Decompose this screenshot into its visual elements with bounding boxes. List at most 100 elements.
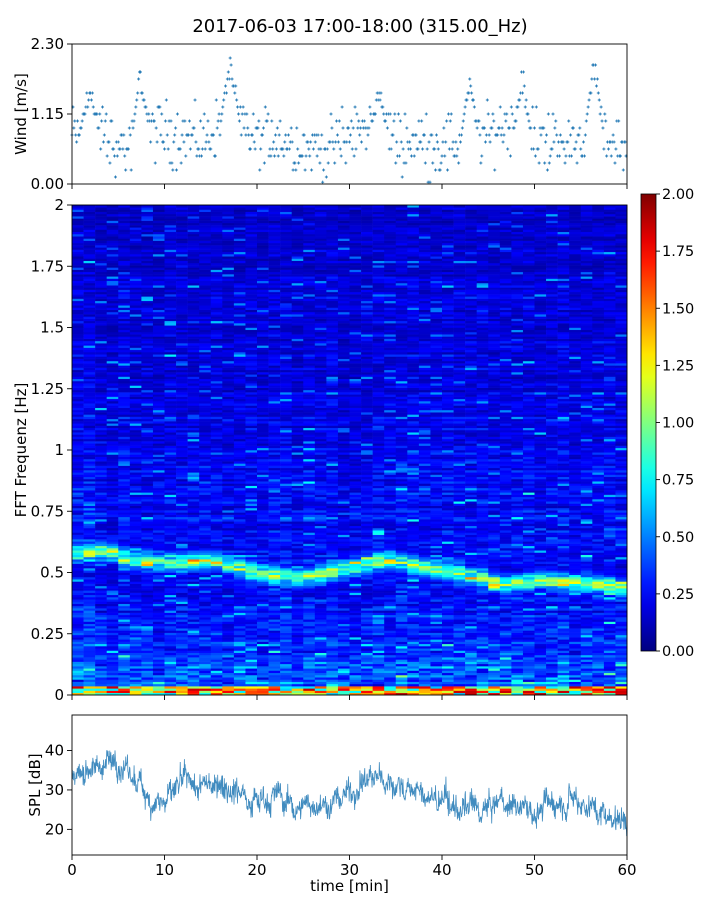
spectrogram-cell (141, 688, 154, 691)
spectrogram-cell (95, 579, 107, 582)
spectrogram-cell (222, 646, 235, 649)
spectrogram-cell (257, 599, 269, 602)
spectrogram-cell (245, 637, 258, 640)
spectrogram-cell (326, 663, 339, 667)
spectrogram-cell (210, 505, 223, 509)
spectrogram-cell (164, 617, 177, 620)
spectrogram-cell (95, 507, 107, 511)
spectrogram-cell (407, 617, 420, 620)
spectrogram-cell (176, 548, 188, 551)
spectrogram-cell (442, 581, 454, 584)
spectrogram-cell (592, 550, 605, 553)
wind-point (392, 119, 396, 123)
spectrogram-cell (303, 521, 316, 524)
wind-point (217, 112, 221, 116)
wind-point (154, 126, 158, 130)
spectrogram-cell (291, 690, 304, 694)
spectrogram-cell (164, 548, 177, 551)
spectrogram-cell (245, 672, 258, 676)
spectrogram-cell (349, 527, 362, 531)
spectrogram-cell (557, 597, 570, 600)
spectrogram-cell (557, 686, 570, 689)
spectrogram-cell (476, 527, 489, 531)
spectrogram-cell (418, 677, 431, 680)
spectrogram-cell (407, 634, 420, 638)
spectrogram-cell (222, 576, 235, 580)
spectrogram-cell (118, 659, 131, 662)
spectrogram-cell (164, 659, 177, 662)
spectrogram-cell (522, 583, 535, 587)
wind-point (101, 140, 105, 144)
spectrogram-cell (106, 521, 119, 524)
spectrogram-cell (476, 590, 489, 593)
spectrogram-cell (430, 623, 443, 627)
spectrogram-cell (361, 663, 373, 667)
spectrogram-cell (569, 599, 582, 602)
wind-point (101, 105, 105, 109)
spectrogram-cell (129, 565, 142, 569)
spectrogram-cell (268, 565, 281, 569)
spectrogram-cell (488, 686, 501, 689)
spectrogram-cell (580, 581, 593, 584)
spectrogram-cell (314, 512, 327, 515)
spectrogram-cell (534, 666, 547, 669)
spectrogram-cell (522, 585, 535, 589)
spectrogram-cell (268, 505, 281, 509)
spectrogram-cell (430, 628, 443, 631)
spectrogram-cell (280, 576, 292, 580)
spectrogram-cell (164, 625, 177, 629)
spectrogram-cell (418, 548, 431, 551)
spectrogram-cell (418, 617, 431, 620)
wind-point (201, 126, 205, 130)
spectrogram-cell (152, 683, 165, 687)
wind-point (384, 119, 388, 123)
spectrogram-cell (465, 646, 477, 649)
spectrogram-cell (72, 583, 84, 587)
spectrogram-cell (187, 612, 200, 616)
spectrogram-cell (210, 672, 223, 676)
spectrogram-cell (569, 568, 582, 571)
wind-point (190, 133, 194, 137)
spectrogram-cell (280, 666, 292, 669)
spectrogram-cell (372, 630, 385, 633)
spectrogram-cell (222, 666, 235, 669)
spectrogram-cell (418, 643, 431, 647)
spectrogram-cell (141, 683, 154, 687)
spectrogram-cell (499, 614, 512, 618)
spectrogram-cell (499, 625, 512, 629)
spectrogram-cell (499, 510, 512, 513)
spectrogram-cell (72, 686, 84, 689)
spectrogram-cell (442, 610, 454, 613)
wind-point (272, 140, 276, 144)
spectrogram-cell (106, 507, 119, 511)
spectrogram-cell (291, 590, 304, 593)
spectrogram-cell (534, 552, 547, 555)
spectrogram-cell (141, 646, 154, 649)
spectrogram-cell (407, 683, 420, 687)
spectrogram-cell (384, 565, 397, 569)
spectrogram-cell (372, 561, 385, 564)
spectrogram-cell (569, 639, 582, 642)
spectrogram-cell (152, 637, 165, 640)
spectrogram-cell (430, 507, 443, 511)
spectrogram-cell (314, 681, 327, 685)
spectrogram-cell (233, 679, 246, 682)
spectrogram-cell (303, 545, 316, 549)
wind-point (315, 154, 319, 158)
spectrogram-cell (534, 534, 547, 538)
spectrogram-cell (372, 648, 385, 651)
spectrogram-cell (418, 554, 431, 558)
spectrogram-cell (291, 583, 304, 587)
spectrogram-cell (557, 601, 570, 604)
spectrogram-cell (488, 674, 501, 678)
spectrogram-cell (442, 505, 454, 509)
spectrogram-cell (384, 619, 397, 622)
spectrogram-cell (372, 527, 385, 531)
spectrogram-cell (603, 545, 616, 549)
spectrogram-cell (268, 668, 281, 671)
wind-point (434, 133, 438, 137)
spectrogram-cell (534, 536, 547, 540)
spectrogram-cell (141, 614, 154, 618)
spectrogram-cell (465, 641, 477, 645)
spectrogram-cell (395, 617, 408, 620)
